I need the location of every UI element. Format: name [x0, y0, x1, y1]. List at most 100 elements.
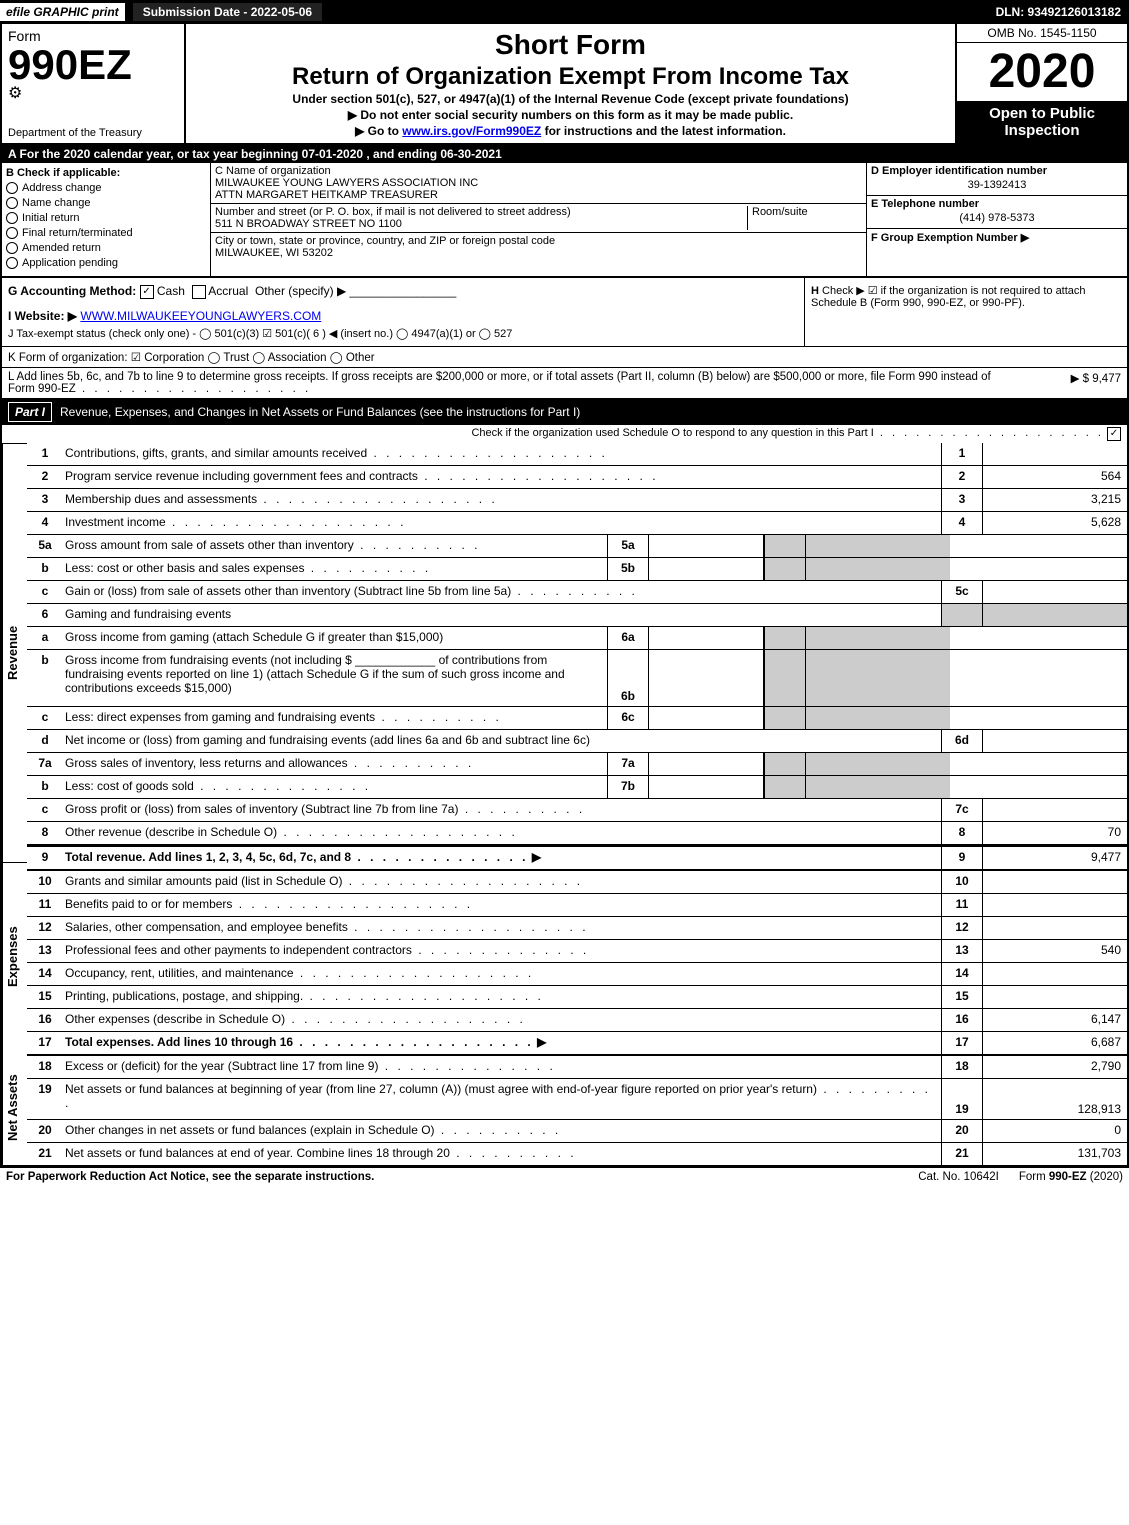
irs-link[interactable]: www.irs.gov/Form990EZ — [402, 124, 541, 138]
efile-print-label[interactable]: efile GRAPHIC print — [0, 1, 127, 23]
d-label: D Employer identification number — [871, 165, 1123, 177]
website-link[interactable]: WWW.MILWAUKEEYOUNGLAWYERS.COM — [80, 309, 321, 323]
expenses-label: Expenses — [2, 862, 27, 1051]
row-6d: d Net income or (loss) from gaming and f… — [27, 730, 1127, 753]
omb-number: OMB No. 1545-1150 — [957, 24, 1127, 43]
row-6b: b Gross income from fundraising events (… — [27, 650, 1127, 707]
goto-suffix: for instructions and the latest informat… — [541, 124, 786, 138]
row-5c: c Gain or (loss) from sale of assets oth… — [27, 581, 1127, 604]
top-bar: efile GRAPHIC print Submission Date - 20… — [0, 0, 1129, 24]
row-6: 6 Gaming and fundraising events — [27, 604, 1127, 627]
under-section-text: Under section 501(c), 527, or 4947(a)(1)… — [194, 92, 947, 106]
val-20: 0 — [982, 1120, 1127, 1142]
city-label: City or town, state or province, country… — [215, 235, 862, 247]
revenue-label: Revenue — [2, 443, 27, 862]
line-j: J Tax-exempt status (check only one) - ◯… — [8, 327, 798, 340]
cb-accrual[interactable] — [192, 285, 206, 299]
row-6a: a Gross income from gaming (attach Sched… — [27, 627, 1127, 650]
catalog-number: Cat. No. 10642I — [918, 1171, 999, 1183]
row-4: 4 Investment income 4 5,628 — [27, 512, 1127, 535]
header-left-col: Form 990EZ ⚙ Department of the Treasury — [2, 24, 186, 143]
row-20: 20 Other changes in net assets or fund b… — [27, 1120, 1127, 1143]
c-name-label: C Name of organization — [215, 165, 862, 177]
goto-instruction: ▶ Go to www.irs.gov/Form990EZ for instru… — [194, 124, 947, 138]
row-9: 9 Total revenue. Add lines 1, 2, 3, 4, 5… — [27, 845, 1127, 871]
val-9: 9,477 — [982, 847, 1127, 869]
cb-address-change[interactable]: Address change — [6, 182, 206, 194]
val-2: 564 — [982, 466, 1127, 488]
line-k: K Form of organization: ☑ Corporation ◯ … — [2, 347, 1127, 368]
page-footer: For Paperwork Reduction Act Notice, see … — [0, 1167, 1129, 1186]
val-8: 70 — [982, 822, 1127, 844]
row-6c: c Less: direct expenses from gaming and … — [27, 707, 1127, 730]
telephone-value: (414) 978-5373 — [871, 210, 1123, 226]
org-name-1: MILWAUKEE YOUNG LAWYERS ASSOCIATION INC — [215, 177, 862, 189]
cb-cash[interactable]: ✓ — [140, 285, 154, 299]
dln-label: DLN: 93492126013182 — [986, 1, 1129, 23]
row-3: 3 Membership dues and assessments 3 3,21… — [27, 489, 1127, 512]
open-public-badge: Open to Public Inspection — [957, 101, 1127, 143]
part1-label: Part I — [8, 402, 52, 422]
row-5a: 5a Gross amount from sale of assets othe… — [27, 535, 1127, 558]
cb-amended[interactable]: Amended return — [6, 242, 206, 254]
form-number: 990EZ — [8, 44, 178, 86]
row-17: 17 Total expenses. Add lines 10 through … — [27, 1032, 1127, 1056]
title-main: Return of Organization Exempt From Incom… — [194, 63, 947, 91]
form-reference: Form 990-EZ (2020) — [1019, 1171, 1123, 1183]
info-rows: G Accounting Method: ✓ Cash Accrual Othe… — [0, 278, 1129, 399]
table-body: 1 Contributions, gifts, grants, and simi… — [27, 443, 1127, 1165]
val-16: 6,147 — [982, 1009, 1127, 1031]
column-c-org-name: C Name of organization MILWAUKEE YOUNG L… — [211, 163, 866, 277]
row-10: 10 Grants and similar amounts paid (list… — [27, 871, 1127, 894]
seal-icon: ⚙ — [8, 86, 178, 102]
netassets-label: Net Assets — [2, 1051, 27, 1165]
row-8: 8 Other revenue (describe in Schedule O)… — [27, 822, 1127, 845]
cb-schedule-o[interactable]: ✓ — [1107, 427, 1121, 441]
department-label: Department of the Treasury — [8, 127, 178, 139]
row-13: 13 Professional fees and other payments … — [27, 940, 1127, 963]
val-18: 2,790 — [982, 1056, 1127, 1078]
row-5b: b Less: cost or other basis and sales ex… — [27, 558, 1127, 581]
ein-value: 39-1392413 — [871, 177, 1123, 193]
row-18: 18 Excess or (deficit) for the year (Sub… — [27, 1056, 1127, 1079]
addr-label: Number and street (or P. O. box, if mail… — [215, 206, 747, 218]
val-4: 5,628 — [982, 512, 1127, 534]
b-header: B Check if applicable: — [6, 167, 206, 179]
org-info-section: B Check if applicable: Address change Na… — [0, 163, 1129, 279]
f-label: F Group Exemption Number ▶ — [871, 231, 1123, 244]
row-7a: 7a Gross sales of inventory, less return… — [27, 753, 1127, 776]
form-header: Form 990EZ ⚙ Department of the Treasury … — [0, 24, 1129, 145]
row-14: 14 Occupancy, rent, utilities, and maint… — [27, 963, 1127, 986]
main-table: Revenue Expenses Net Assets 1 Contributi… — [0, 443, 1129, 1167]
e-label: E Telephone number — [871, 198, 1123, 210]
row-11: 11 Benefits paid to or for members 11 — [27, 894, 1127, 917]
cb-pending[interactable]: Application pending — [6, 257, 206, 269]
title-short-form: Short Form — [194, 29, 947, 61]
val-13: 540 — [982, 940, 1127, 962]
row-21: 21 Net assets or fund balances at end of… — [27, 1143, 1127, 1165]
line-h: H Check ▶ ☑ if the organization is not r… — [804, 278, 1127, 346]
org-name-2: ATTN MARGARET HEITKAMP TREASURER — [215, 189, 862, 201]
header-center-col: Short Form Return of Organization Exempt… — [186, 24, 955, 143]
line-l: L Add lines 5b, 6c, and 7b to line 9 to … — [2, 368, 1127, 399]
header-right-col: OMB No. 1545-1150 2020 Open to Public In… — [955, 24, 1127, 143]
part1-title: Revenue, Expenses, and Changes in Net As… — [60, 405, 1121, 419]
row-1: 1 Contributions, gifts, grants, and simi… — [27, 443, 1127, 466]
val-3: 3,215 — [982, 489, 1127, 511]
val-17: 6,687 — [982, 1032, 1127, 1054]
part1-check-line: Check if the organization used Schedule … — [0, 425, 1129, 443]
row-12: 12 Salaries, other compensation, and emp… — [27, 917, 1127, 940]
submission-date: Submission Date - 2022-05-06 — [131, 1, 324, 23]
city-value: MILWAUKEE, WI 53202 — [215, 247, 862, 259]
column-b-checkboxes: B Check if applicable: Address change Na… — [2, 163, 211, 277]
line-g: G Accounting Method: ✓ Cash Accrual Othe… — [8, 284, 798, 299]
cb-final-return[interactable]: Final return/terminated — [6, 227, 206, 239]
part1-header: Part I Revenue, Expenses, and Changes in… — [0, 399, 1129, 425]
row-19: 19 Net assets or fund balances at beginn… — [27, 1079, 1127, 1120]
column-def: D Employer identification number 39-1392… — [866, 163, 1127, 277]
line-a-tax-year: A For the 2020 calendar year, or tax yea… — [0, 145, 1129, 163]
val-19: 128,913 — [982, 1079, 1127, 1119]
street-address: 511 N BROADWAY STREET NO 1100 — [215, 218, 747, 230]
cb-initial-return[interactable]: Initial return — [6, 212, 206, 224]
cb-name-change[interactable]: Name change — [6, 197, 206, 209]
